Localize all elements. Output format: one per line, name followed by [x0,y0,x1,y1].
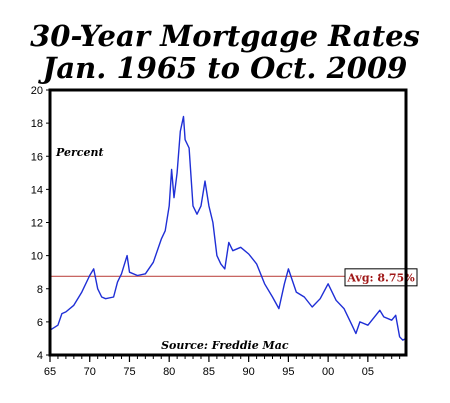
x-tick-label: 95 [282,366,294,378]
series-group [49,115,407,341]
source-note: Source: Freddie Mac [161,339,289,352]
series-line [49,115,407,341]
y-tick-label: 10 [31,251,43,263]
x-tick-label: 00 [322,366,334,378]
x-axis: 65 70 75 80 85 90 95 00 05 [44,355,401,378]
average-label: Avg: 8.75% [346,271,415,284]
y-tick-label: 18 [31,118,43,130]
average-label-box [344,268,418,287]
x-tick-label: 75 [123,366,135,378]
average-annotation: Avg: 8.75% [50,268,418,287]
x-tick-label: 70 [84,366,96,378]
x-tick-label: 80 [163,366,175,378]
x-tick-label: 90 [243,366,255,378]
y-tick-label: 16 [31,151,43,163]
plot-frame [48,88,408,357]
y-tick-label: 4 [37,350,43,362]
y-tick-label: 8 [37,284,43,296]
y-axis-label: Percent [55,146,104,159]
y-tick-label: 14 [31,184,43,196]
y-tick-label: 6 [37,317,43,329]
y-axis: 4 6 8 10 12 14 16 18 20 [31,85,50,362]
chart-title-line2: Jan. 1965 to Oct. 2009 [42,51,408,85]
x-tick-label: 65 [44,366,56,378]
x-tick-label: 85 [203,366,215,378]
chart-title-line1: 30-Year Mortgage Rates [30,19,420,53]
y-tick-label: 12 [31,218,43,230]
y-tick-label: 20 [31,85,43,97]
x-tick-label: 05 [362,366,374,378]
